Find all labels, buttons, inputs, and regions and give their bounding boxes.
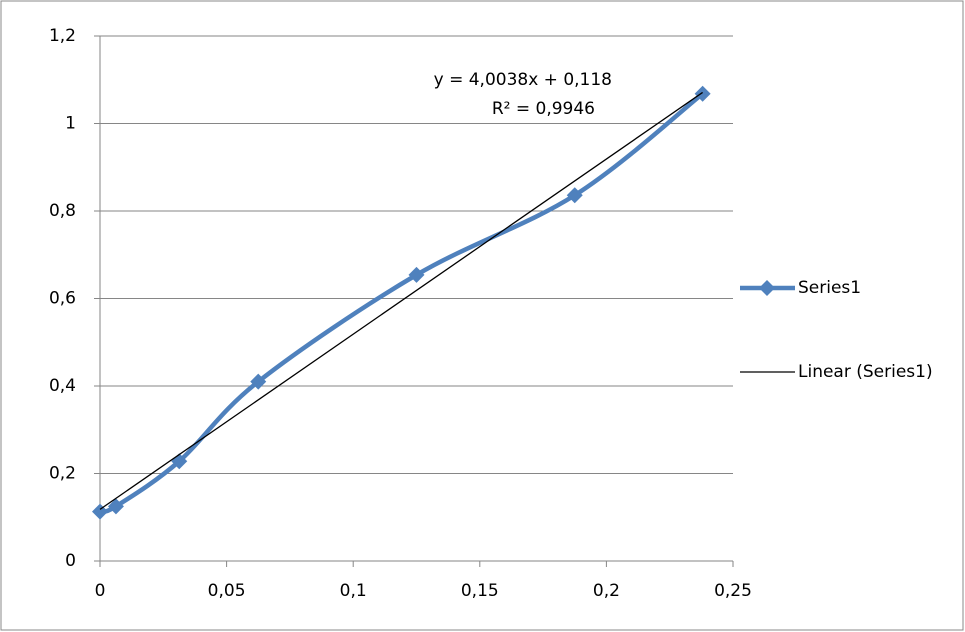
x-tick-label: 0,15 xyxy=(461,581,499,601)
y-tick-label: 0,2 xyxy=(49,464,76,484)
annotation: y = 4,0038x + 0,118 xyxy=(434,70,612,90)
x-tick-label: 0 xyxy=(95,581,106,601)
x-tick-label: 0,05 xyxy=(208,581,246,601)
y-tick-label: 0,8 xyxy=(49,201,76,221)
y-tick-label: 1 xyxy=(65,114,76,134)
legend-label: Series1 xyxy=(798,278,861,298)
y-tick-label: 0,6 xyxy=(49,289,76,309)
y-tick-label: 0,4 xyxy=(49,376,76,396)
x-tick-label: 0,2 xyxy=(593,581,620,601)
chart-border xyxy=(1,1,963,630)
chart: 0 0,2 0,4 0,6 0,8 1 1,2 0 0,05 0,1 0,15 0,2 0,25 Seri… xyxy=(0,0,965,632)
y-tick-label: 0 xyxy=(65,551,76,571)
x-tick-label: 0,1 xyxy=(340,581,367,601)
y-tick-label: 1,2 xyxy=(49,26,76,46)
x-tick-label: 0,25 xyxy=(714,581,752,601)
legend-label: Linear (Series1) xyxy=(798,362,933,382)
annotation: R² = 0,9946 xyxy=(492,99,595,119)
